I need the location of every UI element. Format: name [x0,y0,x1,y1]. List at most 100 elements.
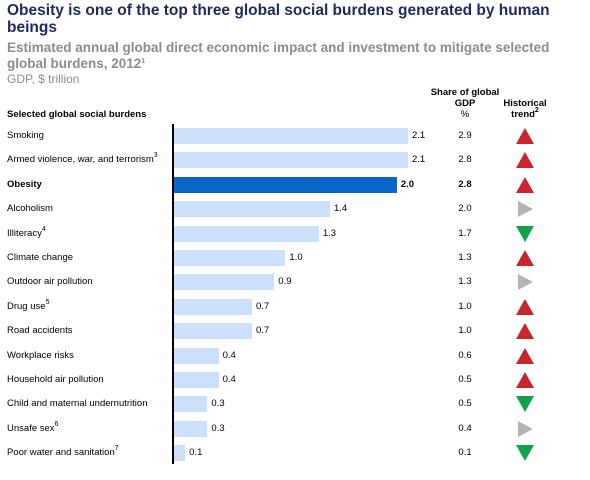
category-label-text: Climate change [7,252,74,263]
category-label: Drug use5 [7,298,50,313]
category-label: Armed violence, war, and terrorism3 [7,152,158,166]
bar-value-label: 2.1 [412,154,426,166]
bar-value-label: 0.3 [211,398,225,410]
category-label-text: Workplace risks [7,349,74,361]
trend-down-icon [516,396,534,413]
trend-up-icon [516,347,534,364]
gdp-share-value: 2.8 [458,178,472,190]
bar-value-label: 0.3 [211,422,225,434]
share-unit-label: % [460,109,470,120]
bar [174,298,252,315]
category-footnote: 4 [41,225,46,233]
bar [174,176,397,193]
trend-flat-icon [518,201,533,218]
category-label-text: Drug use [7,300,46,312]
bar-value-label: 0.7 [256,300,270,312]
bar [174,201,330,218]
category-label: Workplace risks [7,350,74,362]
bar-value-label: 0.4 [222,374,236,385]
units-label: GDP, $ trillion [7,72,80,86]
category-label-text: Child and maternal undernutrition [7,398,148,410]
trend-column-header: Historical trend2 [494,98,556,120]
trend-footnote: 2 [534,107,539,114]
bar [174,323,252,340]
gdp-share-value: 0.1 [458,447,472,459]
bar [174,396,208,413]
gdp-share-value: 1.3 [458,252,472,263]
gdp-share-value: 0.5 [458,374,472,385]
gdp-share-value: 1.7 [458,227,472,239]
category-label-text: Obesity [7,178,42,190]
trend-up-icon [516,372,534,388]
category-label-text: Illiteracy [7,227,42,239]
category-footnote: 6 [54,420,59,428]
category-label: Climate change [7,252,73,264]
chart-title: Obesity is one of the top three global s… [7,2,550,36]
trend-up-icon [516,250,534,266]
gdp-share-value: 0.4 [458,422,472,434]
bar [174,372,219,388]
category-label: Alcoholism [7,203,53,215]
trend-up-icon [516,298,534,315]
bar-value-label: 1.4 [334,203,348,215]
trend-down-icon [516,225,534,242]
category-axis-line [172,124,174,464]
category-label-text: Household air pollution [7,374,104,385]
category-label-text: Poor water and sanitation [7,447,115,459]
category-label: Outdoor air pollution [7,276,93,288]
share-column-header: Share of global GDP% [430,87,500,120]
trend-header-text: Historical trend [503,98,547,120]
bar [174,445,186,462]
share-header-text: Share of global GDP [430,87,500,109]
bar-value-label: 1.3 [322,227,337,239]
category-footnote: 5 [45,298,50,306]
category-label: Unsafe sex6 [7,420,59,435]
bar [174,347,219,364]
category-label: Illiteracy4 [7,225,46,240]
category-label: Child and maternal undernutrition [7,398,147,410]
trend-flat-icon [518,274,533,291]
trend-up-icon [516,152,534,169]
gdp-share-value: 2.9 [458,130,472,141]
gdp-share-value: 1.3 [458,276,472,288]
category-column-header: Selected global social burdens [7,109,147,120]
bar [174,420,208,437]
gdp-share-value: 0.6 [458,349,472,361]
category-label: Household air pollution [7,374,104,386]
bar-value-label: 2.0 [400,178,415,190]
category-label-text: Smoking [7,130,44,141]
bar-value-label: 0.9 [278,276,292,288]
gdp-share-value: 1.0 [458,300,472,312]
bar [174,274,275,291]
category-footnote: 7 [114,445,119,453]
bar-value-label: 1.0 [289,252,303,263]
subtitle-footnote: 1 [141,58,146,65]
category-label: Road accidents [7,325,72,337]
bar-value-label: 0.4 [222,349,236,361]
bar-value-label: 0.1 [189,447,203,459]
trend-up-icon [516,128,534,144]
category-label: Poor water and sanitation7 [7,445,119,459]
category-label: Obesity [7,179,42,191]
bar [174,128,408,144]
category-label-text: Alcoholism [7,203,53,215]
trend-flat-icon [518,420,533,437]
gdp-share-value: 2.8 [458,154,472,166]
gdp-share-value: 2.0 [458,203,472,215]
trend-up-icon [516,176,534,193]
gdp-share-value: 1.0 [458,325,472,337]
category-label-text: Unsafe sex [7,422,55,434]
category-label-text: Armed violence, war, and terrorism [7,154,154,166]
trend-down-icon [516,445,534,462]
chart-subtitle: Estimated annual global direct economic … [7,40,567,72]
bar-value-label: 0.7 [256,325,270,337]
bar [174,225,319,242]
category-label-text: Road accidents [7,325,73,337]
bar [174,250,286,266]
category-footnote: 3 [153,152,158,160]
bar [174,152,408,169]
bar-value-label: 2.1 [412,130,426,141]
gdp-share-value: 0.5 [458,398,472,410]
category-label: Smoking [7,130,44,142]
